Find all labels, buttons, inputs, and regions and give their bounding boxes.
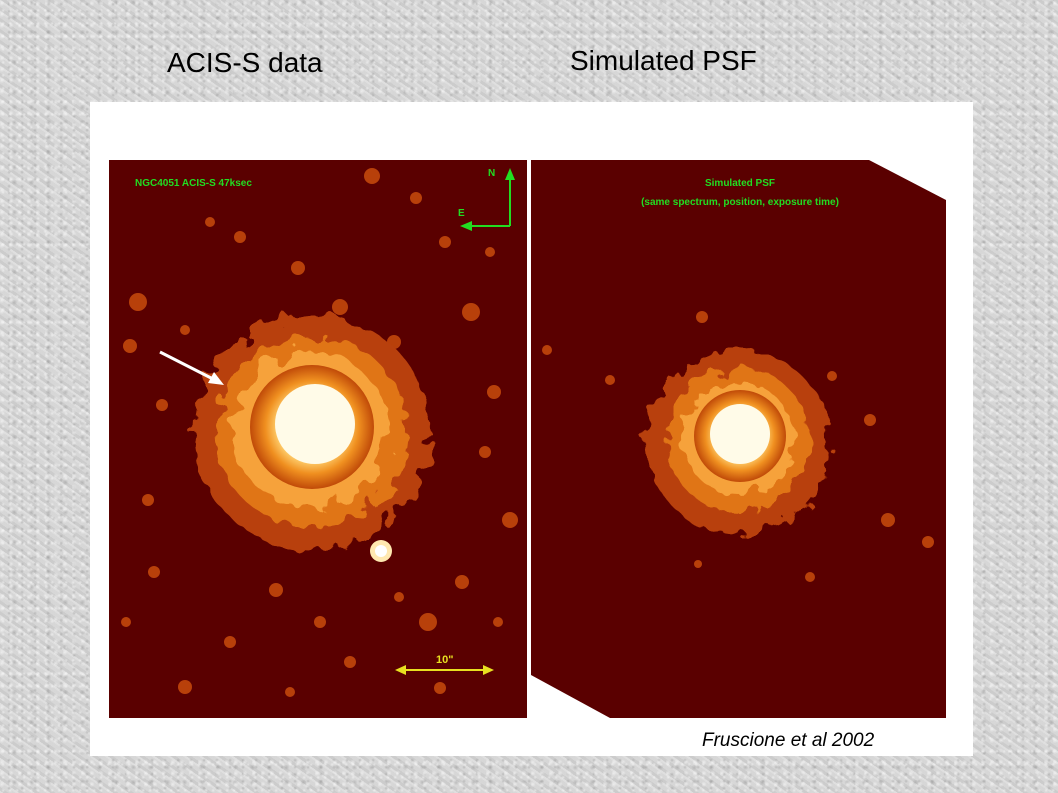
- source-core-center: [275, 384, 355, 464]
- right-image-label-line1: Simulated PSF: [705, 178, 775, 189]
- left-noise-blobs: [121, 168, 518, 697]
- title-simulated-psf: Simulated PSF: [570, 45, 757, 76]
- scale-bar-label: 10": [436, 654, 453, 666]
- xray-image-comparison: NGC4051 ACIS-S 47ksec N E 10": [109, 160, 946, 718]
- psf-core-center: [710, 404, 770, 464]
- white-pointer-arrow: [159, 350, 224, 385]
- figure-panel: NGC4051 ACIS-S 47ksec N E 10": [90, 102, 973, 756]
- figure-credit: Fruscione et al 2002: [702, 730, 875, 751]
- right-image-label-line2: (same spectrum, position, exposure time): [641, 197, 839, 208]
- compass-north-label: N: [488, 168, 495, 179]
- simulated-psf-image: Simulated PSF (same spectrum, position, …: [531, 160, 946, 718]
- title-acis-s-data: ACIS-S data: [167, 47, 323, 78]
- left-image-label: NGC4051 ACIS-S 47ksec: [135, 178, 252, 189]
- compass-east-label: E: [458, 208, 465, 219]
- right-noise-blobs: [542, 311, 934, 582]
- scale-bar: 10": [395, 654, 494, 675]
- acis-s-image: NGC4051 ACIS-S 47ksec N E 10": [109, 160, 527, 718]
- compass: N E: [458, 168, 515, 231]
